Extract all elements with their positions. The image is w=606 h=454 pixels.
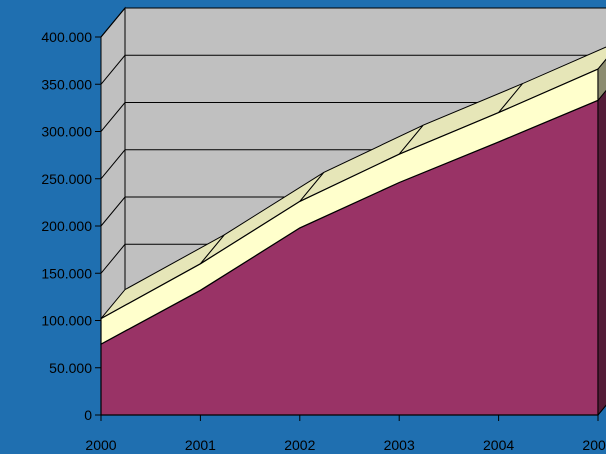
y-tick-label: 400.000 — [41, 29, 92, 45]
y-tick-label: 350.000 — [41, 76, 92, 92]
axes — [95, 36, 599, 421]
x-tick-label: 2000 — [85, 437, 116, 453]
area-end-face — [597, 58, 606, 102]
y-tick-label: 0 — [84, 407, 92, 423]
y-tick-label: 50.000 — [49, 360, 92, 376]
gridline — [100, 54, 606, 85]
area-end-face — [597, 89, 606, 417]
y-tick-label: 100.000 — [41, 313, 92, 329]
x-tick-label: 2004 — [483, 437, 514, 453]
gridline — [100, 102, 606, 132]
x-tick-label: 2005 — [582, 437, 606, 453]
x-tick-label: 2001 — [185, 437, 216, 453]
y-tick-label: 300.000 — [41, 124, 92, 140]
gridline — [100, 7, 606, 38]
y-tick-label: 250.000 — [41, 171, 92, 187]
x-tick-label: 2002 — [284, 437, 315, 453]
y-tick-label: 150.000 — [41, 265, 92, 281]
x-tick-label: 2003 — [384, 437, 415, 453]
data-areas — [100, 46, 606, 417]
y-tick-label: 200.000 — [41, 218, 92, 234]
y-axis-tick-labels: 0 50.000 100.000 150.000 200.000 250.000 300.0… — [41, 29, 92, 423]
x-axis-tick-labels: 2000 2001 2002 2003 2004 2005 — [85, 437, 606, 453]
